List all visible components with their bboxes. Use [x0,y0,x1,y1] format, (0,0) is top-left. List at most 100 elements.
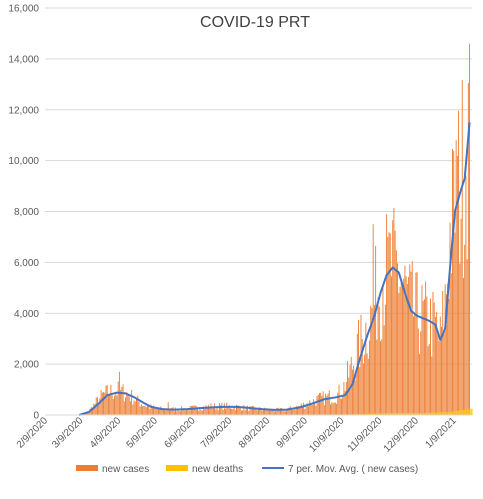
new-cases-bar [338,384,340,415]
new-deaths-bar [383,413,385,415]
new-cases-bar [469,43,471,416]
new-cases-bar [211,408,213,415]
new-cases-bar [450,273,452,415]
new-cases-bar [419,353,420,415]
new-deaths-bar [463,409,464,415]
new-deaths-bar [389,412,391,415]
new-cases-bar [93,403,95,415]
new-cases-bar [173,411,175,415]
new-cases-bar [159,407,161,415]
new-cases-bar [380,341,381,415]
new-cases-bar [177,409,179,415]
new-deaths-bar [428,412,430,415]
new-cases-bar [237,405,239,415]
new-deaths-bar [467,409,469,415]
new-cases-bar [365,322,367,415]
new-cases-bar [216,406,218,415]
new-cases-bar [443,333,445,415]
new-cases-bar [266,410,268,415]
new-deaths-bar [420,412,422,415]
new-cases-bar [170,409,172,415]
new-cases-bar [115,392,117,415]
y-tick-label: 12,000 [8,105,39,116]
new-cases-bar [399,286,401,415]
new-cases-bar [158,408,159,415]
new-cases-bar [367,358,369,415]
new-cases-bar [381,339,383,415]
new-deaths-bar [410,412,412,415]
new-deaths-bar [459,410,461,415]
new-cases-bar [317,394,319,415]
new-cases-bar [139,406,141,415]
new-cases-bar [293,408,295,415]
new-deaths-bar [461,410,463,415]
new-deaths-bar [372,413,374,415]
new-deaths-bar [399,412,401,415]
new-cases-bar [105,385,107,415]
new-cases-bar [117,381,119,415]
new-cases-bar [456,155,458,416]
new-cases-bar [461,80,463,415]
new-cases-bar [223,403,225,415]
new-deaths-bar [427,412,429,415]
new-deaths-bar [464,409,466,415]
new-cases-bar [104,392,106,415]
new-cases-bar [222,410,224,415]
new-deaths-bar [450,411,452,415]
new-deaths-bar [362,413,364,415]
new-cases-bar [260,409,262,415]
new-cases-bar [459,263,461,415]
new-cases-bar [258,407,259,415]
new-cases-bar [325,393,327,415]
new-cases-bar [182,410,184,415]
x-tick-label: 8/9/2020 [237,415,273,451]
new-deaths-bar [437,412,439,415]
new-cases-bar [294,409,296,415]
new-cases-bar [412,316,414,415]
new-cases-bar [369,340,370,415]
new-cases-bar [454,232,456,415]
new-cases-bar [255,409,257,415]
new-cases-bar [312,399,314,415]
new-cases-bar [149,408,151,415]
new-cases-bar [442,290,444,415]
new-cases-bar [228,405,230,415]
new-deaths-bar [378,413,380,415]
new-deaths-bar [439,412,441,415]
new-deaths-bar [416,412,418,415]
new-cases-bar [455,140,457,415]
new-cases-bar [341,398,342,415]
y-tick-label: 6,000 [14,258,39,269]
moving-average-line [78,122,471,416]
chart-title: COVID-19 PRT [200,14,310,31]
new-cases-bar [464,244,466,415]
new-deaths-bar [384,413,386,415]
new-deaths-bar [434,412,436,415]
new-cases-bar [458,110,460,416]
new-cases-bar [151,407,153,415]
new-deaths-bar [421,412,423,415]
new-cases-bar [128,396,130,415]
new-cases-bar [240,410,242,415]
new-cases-bar [231,408,233,415]
new-cases-bar [436,312,438,415]
new-deaths-bar [402,412,403,415]
new-cases-bar [164,410,166,415]
new-cases-bar [386,214,388,415]
new-cases-bar [298,405,300,415]
new-cases-bar [306,403,308,415]
new-cases-bar [304,409,306,415]
x-tick-label: 1/9/2021 [424,415,460,451]
new-cases-bar [206,406,208,415]
new-cases-bar [168,410,170,415]
new-cases-bar [286,409,288,415]
new-cases-bar [140,404,142,415]
new-cases-bar [378,306,380,415]
new-cases-bar [463,277,464,415]
new-cases-bar [176,411,178,415]
new-cases-bar [362,363,364,415]
new-cases-bar [343,382,345,415]
new-cases-bar [360,314,362,415]
new-cases-bar [221,403,223,415]
new-cases-bar [287,409,289,415]
